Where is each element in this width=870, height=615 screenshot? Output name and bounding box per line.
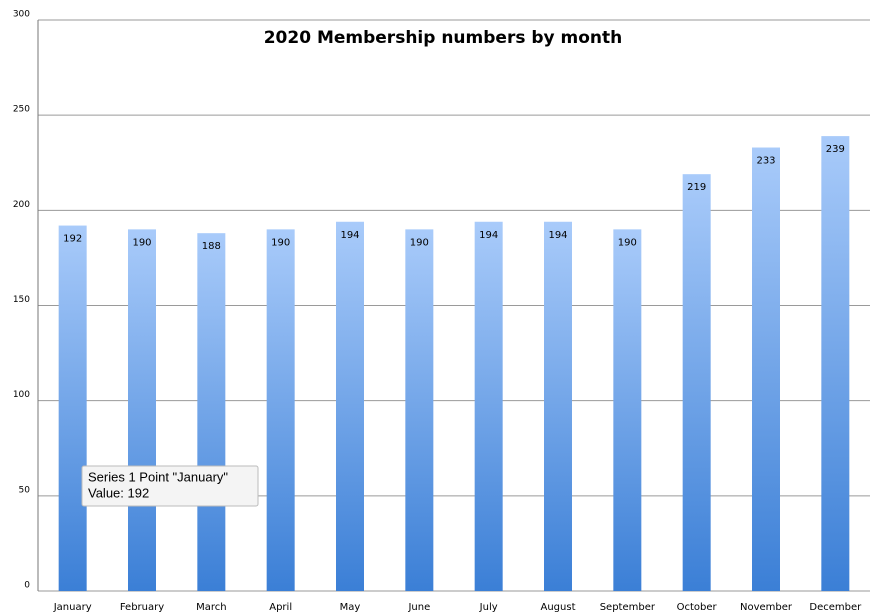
x-tick-label: December (809, 602, 862, 613)
data-label: 233 (756, 156, 775, 167)
x-tick-label: April (269, 602, 292, 613)
x-tick-label: June (407, 602, 430, 613)
chart-title: 2020 Membership numbers by month (264, 28, 623, 48)
bar (821, 136, 850, 591)
x-tick-label: October (677, 602, 718, 613)
tooltip: Series 1 Point "January"Value: 192 (81, 465, 259, 507)
bar (752, 147, 780, 592)
x-tick-label: August (541, 602, 576, 613)
data-label: 192 (63, 234, 82, 245)
data-label: 188 (202, 241, 221, 252)
tooltip-line: Series 1 Point "January" (88, 469, 228, 484)
x-tick-label: February (120, 602, 164, 613)
y-tick-label: 50 (19, 485, 31, 495)
y-tick-label: 100 (13, 390, 30, 400)
tooltip-box (81, 465, 259, 507)
bar (682, 174, 711, 592)
x-tick-label: September (600, 602, 656, 613)
y-tick-label: 300 (13, 10, 30, 20)
bar (405, 229, 434, 591)
bar (544, 221, 572, 591)
tooltip-line: Value: 192 (88, 485, 149, 500)
data-label: 190 (618, 237, 637, 248)
bar (613, 229, 642, 591)
y-tick-label: 250 (13, 105, 30, 115)
bar (266, 229, 295, 591)
x-tick-label: May (340, 602, 361, 613)
bar (336, 221, 364, 591)
bar (58, 225, 87, 591)
x-tick-label: March (196, 602, 226, 613)
bar (197, 233, 226, 591)
data-label: 190 (271, 237, 290, 248)
x-tick-label: January (53, 602, 92, 613)
y-tick-label: 150 (13, 295, 30, 305)
y-tick-label: 0 (24, 581, 30, 591)
data-label: 194 (548, 230, 567, 241)
bar (128, 229, 156, 591)
x-tick-label: July (479, 602, 498, 613)
bar (474, 221, 503, 591)
data-label: 190 (410, 237, 429, 248)
y-tick-label: 200 (13, 200, 30, 210)
data-label: 239 (826, 144, 845, 155)
data-label: 219 (687, 182, 706, 193)
data-label: 194 (340, 230, 359, 241)
data-label: 190 (132, 237, 151, 248)
x-tick-label: November (740, 602, 793, 613)
data-label: 194 (479, 230, 498, 241)
